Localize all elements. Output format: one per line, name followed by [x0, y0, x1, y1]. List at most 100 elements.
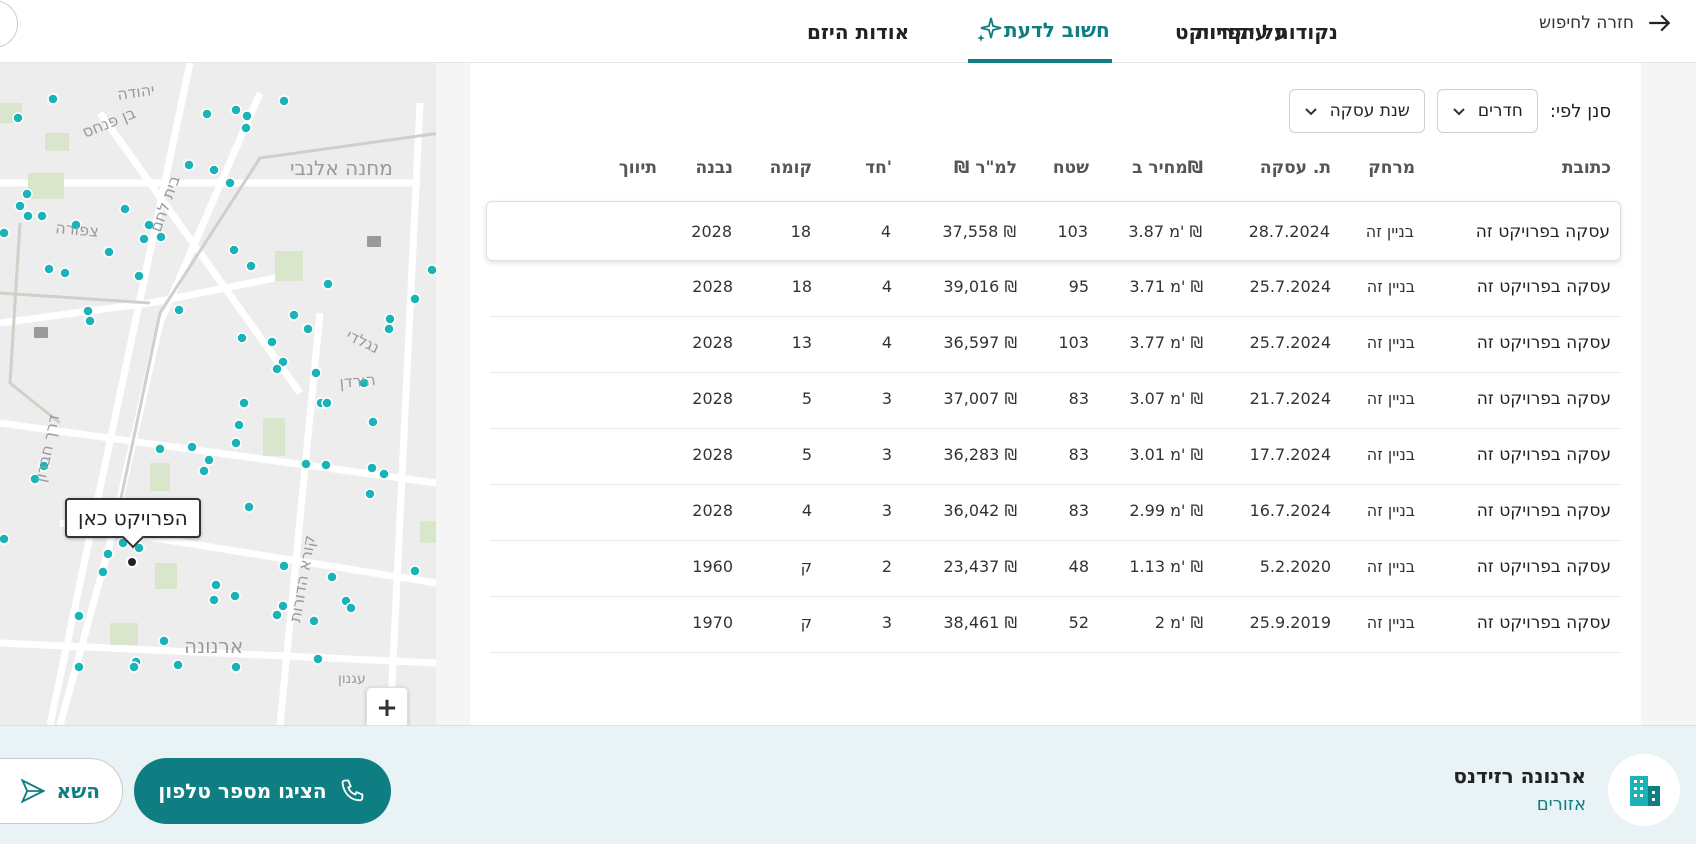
header-broker: תיווך: [618, 158, 657, 178]
cell-date: 25.7.2024: [1249, 277, 1331, 296]
area-label-2: ארנונה: [184, 634, 243, 658]
year-filter-select[interactable]: שנת עסקה: [1288, 89, 1425, 133]
tab-about-project[interactable]: על הפרויקט: [1175, 19, 1288, 44]
table-row[interactable]: עסקה בפרויקט זה בניין זה 25.7.2024 3.71 מ' …: [490, 257, 1621, 317]
share-button[interactable]: השא: [0, 758, 123, 824]
cell-area: 95: [1068, 277, 1089, 296]
cell-ppm: 36,042 ₪: [943, 501, 1017, 520]
header-price: מחיר ב₪: [1132, 158, 1203, 178]
tab-about-developer[interactable]: אודות היזם: [807, 19, 910, 44]
phone-icon: [341, 779, 363, 802]
header-date: ת. עסקה: [1259, 158, 1331, 178]
transactions-panel: סנן לפי: חדרים שנת עסקה כתובת מרחק ת. עס…: [470, 63, 1641, 725]
show-phone-button[interactable]: הציגו מספר טלפון: [134, 758, 391, 824]
cell-area: 83: [1068, 501, 1089, 520]
cell-distance: בניין זה: [1366, 277, 1415, 296]
street-label-4: הירדן: [339, 370, 377, 392]
cell-price: 2 מ' ₪: [1154, 613, 1203, 632]
cell-distance: בניין זה: [1366, 333, 1415, 352]
cell-built: 2028: [692, 333, 733, 352]
table-row[interactable]: עסקה בפרויקט זה בניין זה 28.7.2024 3.87 מ' …: [486, 201, 1621, 261]
cell-area: 103: [1057, 222, 1088, 241]
cell-built: 1960: [692, 557, 733, 576]
header-distance: מרחק: [1368, 158, 1415, 178]
tab-highlights[interactable]: נקודות עיקריות: [1195, 19, 1338, 44]
cell-distance: בניין זה: [1365, 222, 1414, 241]
cell-area: 83: [1068, 389, 1089, 408]
table-row[interactable]: עסקה בפרויקט זה בניין זה 21.7.2024 3.07 מ' …: [490, 369, 1621, 429]
back-to-search-link[interactable]: חזרה לחיפוש: [1539, 10, 1672, 36]
project-name: ארנונה רזידנס: [1453, 764, 1586, 788]
cell-rooms: 3: [881, 501, 892, 520]
nav-circle-button[interactable]: [0, 0, 18, 48]
cell-floor: ק: [800, 557, 812, 576]
cell-distance: בניין זה: [1366, 613, 1415, 632]
cell-floor: 18: [790, 222, 811, 241]
library-icon: [367, 236, 381, 247]
cell-rooms: 3: [881, 445, 892, 464]
cell-floor: 5: [801, 445, 812, 464]
cell-date: 17.7.2024: [1249, 445, 1331, 464]
area-label-1: מחנה אלנבי: [290, 156, 393, 180]
cell-distance: בניין זה: [1366, 557, 1415, 576]
table-row[interactable]: עסקה בפרויקט זה בניין זה 17.7.2024 3.01 מ' …: [490, 425, 1621, 485]
cell-rooms: 4: [880, 222, 891, 241]
cell-date: 5.2.2020: [1259, 557, 1331, 576]
cell-distance: בניין זה: [1366, 445, 1415, 464]
map[interactable]: יהודה בן פנחס מחנה אלנבי נגלדי הירדן קור…: [0, 63, 436, 725]
table-header: כתובת מרחק ת. עסקה מחיר ב₪ שטח ₪ למ"ר חד…: [490, 158, 1621, 198]
street-label-9: עגנון: [338, 671, 366, 687]
bottom-action-bar: ארנונה רזידנס אזורים הציגו מספר טלפון הש…: [0, 725, 1696, 844]
cell-ppm: 37,558 ₪: [942, 222, 1016, 241]
cell-address: עסקה בפרויקט זה: [1476, 445, 1611, 465]
cell-address: עסקה בפרויקט זה: [1475, 222, 1610, 242]
table-row[interactable]: עסקה בפרויקט זה בניין זה 16.7.2024 2.99 מ' …: [490, 481, 1621, 541]
cell-price: 3.01 מ' ₪: [1129, 445, 1203, 464]
cell-rooms: 4: [881, 277, 892, 296]
building-icon: [1608, 754, 1680, 826]
arrow-right-icon: [1649, 14, 1671, 32]
table-row[interactable]: עסקה בפרויקט זה בניין זה 5.2.2020 1.13 מ' ₪…: [490, 537, 1621, 597]
cell-distance: בניין זה: [1366, 501, 1415, 520]
cell-rooms: 2: [881, 557, 892, 576]
header-floor: קומה: [769, 158, 812, 178]
cell-address: עסקה בפרויקט זה: [1476, 557, 1611, 577]
sparkle-icon: [974, 15, 1004, 45]
cell-built: 2028: [692, 501, 733, 520]
cell-price: 3.71 מ' ₪: [1129, 277, 1203, 296]
cell-ppm: 36,283 ₪: [943, 445, 1017, 464]
project-area-link[interactable]: אזורים: [1536, 794, 1586, 815]
tab-important-to-know[interactable]: חשוב לדעת: [968, 0, 1112, 63]
zoom-controls: + −: [366, 687, 408, 725]
library-icon: [34, 327, 48, 338]
table-row[interactable]: עסקה בפרויקט זה בניין זה 25.9.2019 2 מ' ₪ 52…: [490, 593, 1621, 653]
zoom-in-button[interactable]: +: [367, 688, 407, 725]
cell-date: 16.7.2024: [1249, 501, 1331, 520]
cell-price: 2.99 מ' ₪: [1129, 501, 1203, 520]
cell-built: 2028: [692, 445, 733, 464]
cell-ppm: 38,461 ₪: [943, 613, 1017, 632]
cell-address: עסקה בפרויקט זה: [1476, 333, 1611, 353]
cell-date: 25.9.2019: [1249, 613, 1331, 632]
table-row[interactable]: עסקה בפרויקט זה בניין זה 25.7.2024 3.77 מ' …: [490, 313, 1621, 373]
project-marker-tooltip: הפרויקט כאן: [65, 498, 201, 538]
cell-date: 25.7.2024: [1249, 333, 1331, 352]
filter-label: סנן לפי:: [1549, 100, 1611, 122]
cell-price: 3.77 מ' ₪: [1129, 333, 1203, 352]
cell-date: 28.7.2024: [1248, 222, 1330, 241]
back-label: חזרה לחיפוש: [1539, 13, 1634, 33]
cell-built: 2028: [692, 389, 733, 408]
street-label-7: צפורה: [55, 218, 100, 241]
cell-ppm: 23,437 ₪: [943, 557, 1017, 576]
cell-ppm: 37,007 ₪: [943, 389, 1017, 408]
cell-ppm: 36,597 ₪: [943, 333, 1017, 352]
project-marker-dot: [126, 556, 138, 568]
cell-address: עסקה בפרויקט זה: [1476, 277, 1611, 297]
cell-floor: ק: [800, 613, 812, 632]
cell-rooms: 3: [881, 389, 892, 408]
filter-bar: סנן לפי: חדרים שנת עסקה: [1288, 89, 1611, 133]
rooms-filter-select[interactable]: חדרים: [1436, 89, 1538, 133]
cell-built: 2028: [692, 277, 733, 296]
cell-address: עסקה בפרויקט זה: [1476, 501, 1611, 521]
cell-floor: 5: [801, 389, 812, 408]
